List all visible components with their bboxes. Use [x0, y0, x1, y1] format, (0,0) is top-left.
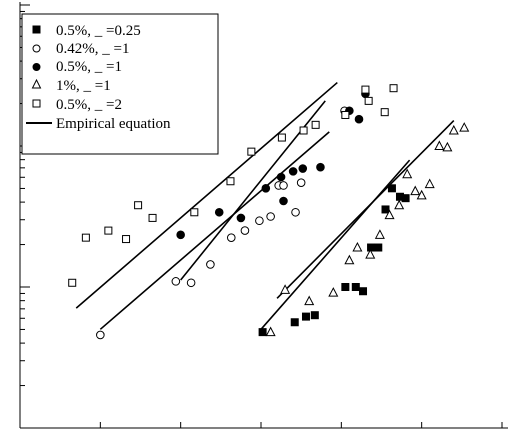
- legend-marker-square-filled: [32, 25, 41, 34]
- data-point-circle-filled: [176, 230, 185, 240]
- data-point-circle-open: [226, 233, 236, 242]
- legend: 0.5%, _ =0.25 0.42%, _ =1 0.5%, _ =1 1%,…: [21, 13, 219, 155]
- data-point-circle-open: [296, 178, 306, 187]
- data-point-square-filled: [301, 312, 310, 321]
- data-point-circle-filled: [316, 162, 325, 172]
- legend-label: 1%, _ =1: [56, 78, 111, 94]
- data-point-circle-open: [291, 207, 300, 217]
- data-point-circle-filled: [214, 207, 224, 217]
- fit-line: [260, 159, 411, 330]
- data-marks: [68, 84, 470, 340]
- data-point-square-open: [122, 235, 131, 244]
- legend-item-s2: 0.5%, _ =1: [32, 59, 122, 75]
- data-point-circle-filled: [354, 114, 364, 124]
- data-point-square-filled: [367, 243, 376, 252]
- data-point-square-open: [311, 120, 320, 129]
- data-point-triangle-open: [424, 178, 435, 189]
- data-point-circle-open: [266, 212, 275, 221]
- data-point-triangle-open: [352, 241, 363, 252]
- data-point-square-open: [361, 85, 370, 94]
- data-point-square-open: [104, 226, 113, 235]
- legend-item-s1: 0.42%, _ =1: [32, 41, 129, 57]
- data-point-square-filled: [381, 205, 390, 214]
- data-point-circle-open: [279, 181, 288, 190]
- fit-lines: [75, 81, 455, 330]
- legend-item-s0: 0.5%, _ =0.25: [32, 23, 141, 39]
- data-point-square-filled: [374, 243, 383, 252]
- data-point-triangle-open: [328, 287, 339, 297]
- data-point-triangle-open: [434, 140, 445, 150]
- data-point-triangle-open: [459, 122, 470, 132]
- data-point-circle-open: [240, 226, 250, 235]
- data-point-circle-open: [186, 278, 196, 288]
- data-point-square-open: [134, 201, 143, 210]
- data-point-square-open: [380, 108, 389, 117]
- data-point-triangle-open: [448, 124, 459, 135]
- data-point-circle-open: [171, 277, 181, 286]
- data-point-circle-filled: [236, 213, 246, 223]
- data-point-triangle-open: [280, 284, 291, 294]
- fit-line: [75, 81, 338, 309]
- data-point-square-open: [247, 147, 256, 156]
- data-point-triangle-open: [384, 209, 395, 220]
- data-point-square-filled: [258, 328, 267, 337]
- data-point-square-open: [81, 233, 90, 242]
- legend-label: 0.5%, _ =0.25: [56, 23, 141, 39]
- data-point-circle-filled: [276, 172, 286, 182]
- data-point-square-filled: [359, 287, 368, 296]
- data-point-circle-filled: [279, 196, 288, 206]
- fit-line: [276, 120, 455, 299]
- data-point-triangle-open: [442, 141, 453, 152]
- data-point-square-open: [341, 110, 350, 119]
- data-point-square-open: [364, 96, 373, 105]
- data-point-square-filled: [310, 311, 319, 320]
- data-point-circle-filled: [298, 164, 308, 173]
- data-point-square-open: [299, 126, 308, 135]
- data-point-square-filled: [401, 194, 410, 203]
- legend-label: Empirical equation: [56, 116, 171, 132]
- legend-marker-triangle-open: [31, 78, 42, 89]
- legend-marker-circle-filled: [32, 63, 41, 71]
- data-point-square-filled: [351, 283, 360, 291]
- data-point-triangle-open: [402, 168, 413, 179]
- data-point-circle-filled: [288, 167, 298, 176]
- legend-marker-square-open: [32, 99, 41, 108]
- data-point-triangle-open: [416, 189, 427, 200]
- data-point-square-filled: [341, 283, 350, 291]
- data-point-square-open: [226, 177, 235, 186]
- legend-box: [21, 13, 219, 155]
- data-point-triangle-open: [365, 248, 376, 259]
- data-point-triangle-open: [410, 185, 421, 196]
- data-point-square-open: [148, 213, 157, 222]
- legend-item-s4: 0.5%, _ =2: [32, 97, 122, 113]
- data-point-square-open: [389, 84, 398, 93]
- data-point-circle-filled: [261, 184, 271, 193]
- legend-item-s5: Empirical equation: [26, 116, 171, 132]
- data-point-triangle-open: [265, 326, 276, 337]
- legend-item-s3: 1%, _ =1: [31, 78, 111, 94]
- data-point-square-open: [277, 133, 286, 142]
- data-point-circle-open: [96, 330, 105, 340]
- legend-label: 0.42%, _ =1: [56, 41, 129, 57]
- data-point-circle-open: [255, 216, 264, 226]
- legend-label: 0.5%, _ =1: [56, 59, 122, 75]
- data-point-triangle-open: [304, 295, 315, 306]
- legend-marker-circle-open: [32, 44, 41, 53]
- data-point-circle-open: [206, 260, 215, 269]
- legend-label: 0.5%, _ =2: [56, 97, 122, 113]
- data-point-square-open: [68, 278, 77, 287]
- data-point-triangle-open: [344, 254, 355, 265]
- data-point-square-filled: [387, 184, 396, 193]
- data-point-square-filled: [290, 318, 299, 327]
- data-point-triangle-open: [394, 199, 405, 210]
- data-point-triangle-open: [374, 229, 385, 239]
- fit-line: [99, 131, 330, 330]
- data-point-square-open: [190, 208, 199, 217]
